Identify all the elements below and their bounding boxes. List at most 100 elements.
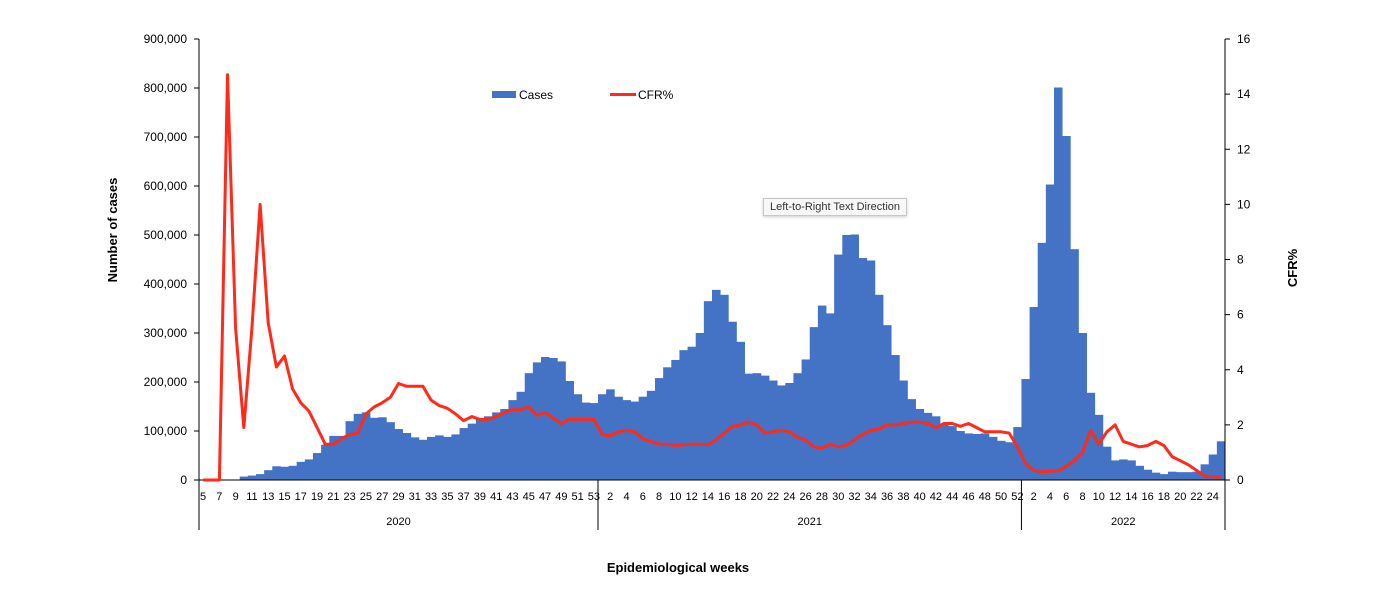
left-tick-label: 100,000 — [144, 424, 188, 438]
x-tick-label: 27 — [376, 491, 388, 503]
x-tick-label: 40 — [914, 491, 926, 503]
cases-bar — [728, 321, 737, 480]
x-tick-label: 24 — [783, 491, 795, 503]
x-tick-label: 8 — [1079, 491, 1085, 503]
cases-bar — [826, 313, 835, 480]
right-tick-label: 10 — [1237, 197, 1251, 211]
x-tick-label: 47 — [539, 491, 551, 503]
cases-bar — [663, 367, 672, 480]
x-tick-label: 19 — [311, 491, 323, 503]
cases-bar — [541, 357, 550, 480]
cases-bar — [402, 432, 412, 480]
cases-bar — [321, 444, 330, 480]
cases-bar — [1062, 136, 1071, 480]
cases-bar — [630, 401, 640, 480]
x-tick-label: 18 — [734, 491, 746, 503]
x-tick-label: 14 — [702, 491, 714, 503]
cases-bar — [809, 327, 819, 480]
cases-bar — [435, 435, 444, 480]
cases-bar — [883, 325, 892, 480]
x-tick-label: 16 — [1142, 491, 1154, 503]
cases-bar — [459, 428, 469, 480]
cases-bar — [907, 399, 916, 480]
cases-bar — [272, 466, 281, 480]
right-tick-label: 14 — [1237, 87, 1251, 101]
cases-bar — [492, 412, 501, 480]
cases-bar — [484, 416, 493, 480]
cases-bar — [589, 403, 599, 480]
x-tick-label: 14 — [1125, 491, 1137, 503]
cases-bar — [500, 408, 509, 480]
cases-bar — [370, 417, 379, 480]
x-tick-label: 52 — [1011, 491, 1023, 503]
x-tick-label: 22 — [767, 491, 779, 503]
cases-bar — [988, 436, 998, 480]
x-tick-label: 33 — [425, 491, 437, 503]
left-tick-label: 400,000 — [144, 277, 188, 291]
right-tick-label: 16 — [1237, 32, 1251, 46]
x-tick-label: 48 — [979, 491, 991, 503]
x-tick-label: 10 — [669, 491, 681, 503]
cases-bar — [239, 476, 249, 480]
cases-bar — [1159, 474, 1169, 480]
year-label: 2021 — [797, 516, 821, 528]
cases-bar — [1102, 446, 1112, 480]
cases-bar — [1192, 471, 1201, 480]
x-tick-label: 20 — [1174, 491, 1186, 503]
x-tick-label: 36 — [881, 491, 893, 503]
x-tick-label: 21 — [327, 491, 339, 503]
cases-bar — [573, 394, 583, 480]
x-tick-label: 50 — [995, 491, 1007, 503]
cases-bar — [956, 431, 965, 480]
left-tick-label: 0 — [180, 473, 187, 487]
cases-bar — [801, 359, 811, 480]
x-tick-label: 39 — [474, 491, 486, 503]
cases-bar — [524, 373, 534, 480]
year-label: 2020 — [386, 516, 410, 528]
cases-bar — [1045, 184, 1055, 480]
cases-bar — [280, 466, 289, 480]
cases-bar — [516, 391, 526, 480]
cases-bar — [1143, 469, 1153, 480]
cases-bar — [1070, 249, 1079, 480]
cases-bar — [337, 435, 346, 480]
cases-bar — [475, 418, 485, 480]
x-tick-label: 28 — [816, 491, 828, 503]
cases-bar — [980, 433, 990, 480]
cases-bar — [940, 424, 949, 480]
x-tick-label: 46 — [962, 491, 974, 503]
left-tick-label: 600,000 — [144, 179, 188, 193]
cases-bar — [655, 378, 664, 480]
x-tick-label: 23 — [344, 491, 356, 503]
y-axis-title: Number of cases — [105, 178, 120, 283]
cases-bar — [703, 301, 713, 480]
x-tick-label: 26 — [800, 491, 812, 503]
x-tick-label: 45 — [523, 491, 535, 503]
right-tick-label: 12 — [1237, 142, 1251, 156]
legend-cases-label: Cases — [519, 88, 553, 102]
cases-bar — [329, 435, 338, 480]
cases-bar — [866, 260, 876, 480]
right-tick-label: 4 — [1237, 363, 1244, 377]
left-tick-label: 500,000 — [144, 228, 188, 242]
cases-bar — [565, 381, 574, 480]
cases-bar — [557, 361, 566, 480]
x-tick-label: 42 — [930, 491, 942, 503]
cases-bar — [1168, 471, 1177, 480]
cases-bar — [1151, 472, 1161, 480]
cases-bar — [1005, 442, 1014, 480]
x-tick-label: 9 — [233, 491, 239, 503]
cases-bar — [1111, 460, 1120, 480]
cases-bar — [581, 402, 591, 480]
cases-bar — [532, 362, 542, 480]
x-tick-label: 22 — [1190, 491, 1202, 503]
x-tick-label: 6 — [1063, 491, 1069, 503]
cases-bar — [288, 465, 298, 480]
cases-bar — [858, 258, 868, 480]
cases-bar — [598, 394, 607, 480]
cases-bar — [679, 350, 688, 480]
cases-bar — [948, 426, 957, 480]
cases-bar — [1208, 454, 1218, 480]
x-tick-label: 7 — [216, 491, 222, 503]
